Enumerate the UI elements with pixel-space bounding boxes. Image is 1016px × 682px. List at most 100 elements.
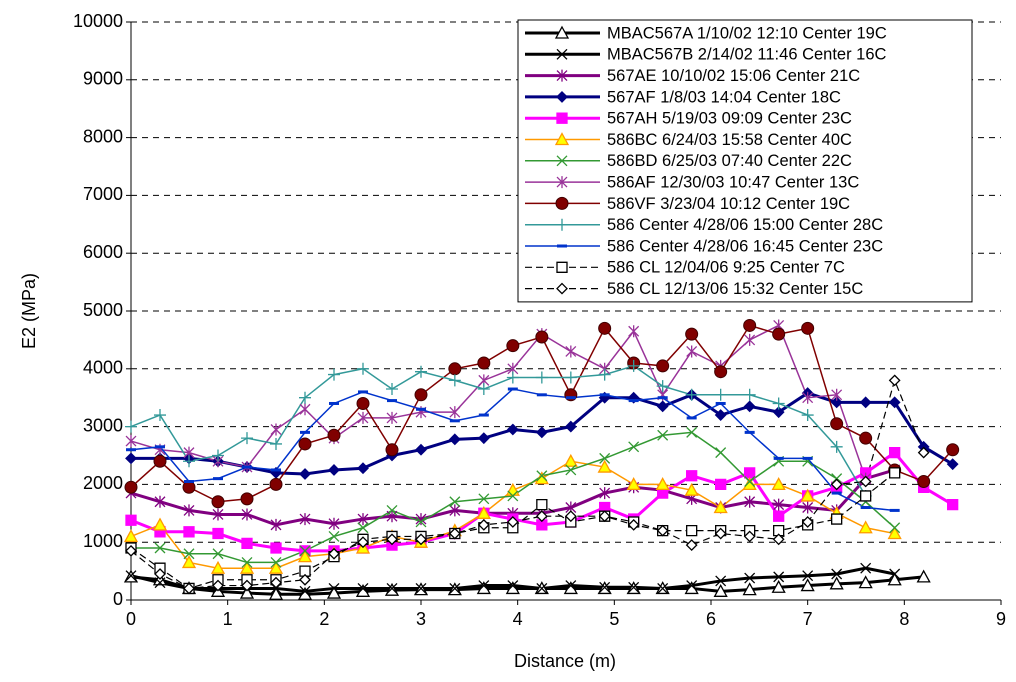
marker [888, 396, 901, 409]
marker [357, 462, 369, 475]
marker [415, 516, 427, 528]
y-tick-label: 4000 [83, 358, 123, 378]
marker [415, 582, 427, 594]
marker [328, 517, 340, 530]
y-tick-label: 10000 [73, 11, 123, 31]
marker [241, 579, 253, 592]
marker [686, 426, 698, 438]
marker [212, 527, 224, 540]
legend-marker [556, 282, 568, 295]
marker [125, 570, 137, 582]
legend-label: 567AF 1/8/03 14:04 Center 18C [607, 88, 841, 106]
marker [656, 359, 670, 373]
marker [298, 437, 312, 451]
marker [773, 498, 785, 511]
marker [386, 533, 398, 546]
legend-marker [556, 48, 568, 60]
marker [917, 446, 930, 459]
marker [889, 522, 901, 534]
marker [858, 520, 873, 534]
marker [183, 582, 195, 595]
series-line [130, 365, 867, 497]
marker [565, 464, 577, 476]
marker [241, 432, 253, 445]
marker [597, 459, 612, 473]
y-tick-label: 2000 [83, 473, 123, 493]
legend-label: 586 CL 12/04/06 9:25 Center 7C [607, 259, 845, 277]
marker [384, 582, 400, 596]
marker [773, 524, 785, 537]
marker [743, 388, 756, 401]
y-tick-label: 7000 [83, 184, 123, 204]
marker [859, 396, 872, 409]
marker [153, 454, 167, 468]
marker [684, 482, 699, 496]
marker [154, 577, 166, 589]
marker [685, 539, 698, 552]
marker [598, 368, 611, 381]
marker [125, 420, 137, 433]
x-tick-label: 7 [803, 609, 813, 629]
marker [655, 477, 670, 491]
marker [714, 409, 727, 421]
legend-marker [554, 25, 570, 39]
marker [773, 510, 785, 522]
marker [714, 388, 727, 401]
marker [744, 476, 756, 487]
marker [859, 475, 872, 488]
marker [535, 426, 548, 439]
marker [628, 581, 640, 593]
legend-marker [556, 112, 568, 124]
marker [946, 458, 959, 471]
marker [299, 573, 311, 586]
legend-label: MBAC567A 1/10/02 12:10 Center 19C [607, 24, 887, 42]
marker [506, 516, 519, 528]
marker [449, 496, 461, 508]
marker [269, 477, 283, 491]
marker [239, 585, 255, 599]
x-axis-label: Distance (m) [514, 651, 616, 671]
marker [744, 572, 756, 584]
marker [124, 480, 138, 494]
marker [829, 576, 844, 590]
marker [270, 542, 282, 554]
marker [241, 556, 253, 568]
marker [212, 548, 224, 560]
y-tick-label: 0 [113, 589, 123, 609]
marker [772, 327, 786, 341]
marker [599, 452, 611, 464]
marker [154, 568, 166, 580]
marker [889, 568, 901, 580]
legend-marker [556, 69, 568, 82]
marker [212, 449, 224, 462]
legend-marker [555, 196, 569, 210]
marker [357, 513, 369, 526]
marker [628, 325, 640, 338]
x-tick-label: 9 [996, 609, 1006, 629]
marker [183, 526, 195, 538]
marker [297, 549, 313, 563]
marker [326, 585, 342, 599]
marker [685, 388, 698, 401]
marker [860, 562, 872, 574]
legend-label: 586BD 6/25/03 07:40 Center 22C [607, 152, 852, 170]
series-line [130, 378, 925, 590]
legend-marker [556, 176, 568, 189]
marker [802, 501, 814, 514]
marker [656, 380, 669, 393]
marker [800, 578, 815, 592]
marker [328, 368, 340, 381]
marker [599, 581, 611, 593]
marker [270, 423, 282, 436]
y-tick-label: 8000 [83, 126, 123, 146]
marker [476, 505, 491, 519]
legend-label: 586 CL 12/13/06 15:32 Center 15C [607, 280, 863, 298]
marker [686, 580, 698, 592]
legend-marker [556, 261, 568, 273]
marker [477, 356, 491, 370]
marker [831, 513, 843, 525]
marker [535, 371, 548, 384]
x-tick-label: 5 [609, 609, 619, 629]
legend-label: 586 Center 4/28/06 16:45 Center 23C [607, 237, 883, 255]
marker [887, 526, 902, 540]
